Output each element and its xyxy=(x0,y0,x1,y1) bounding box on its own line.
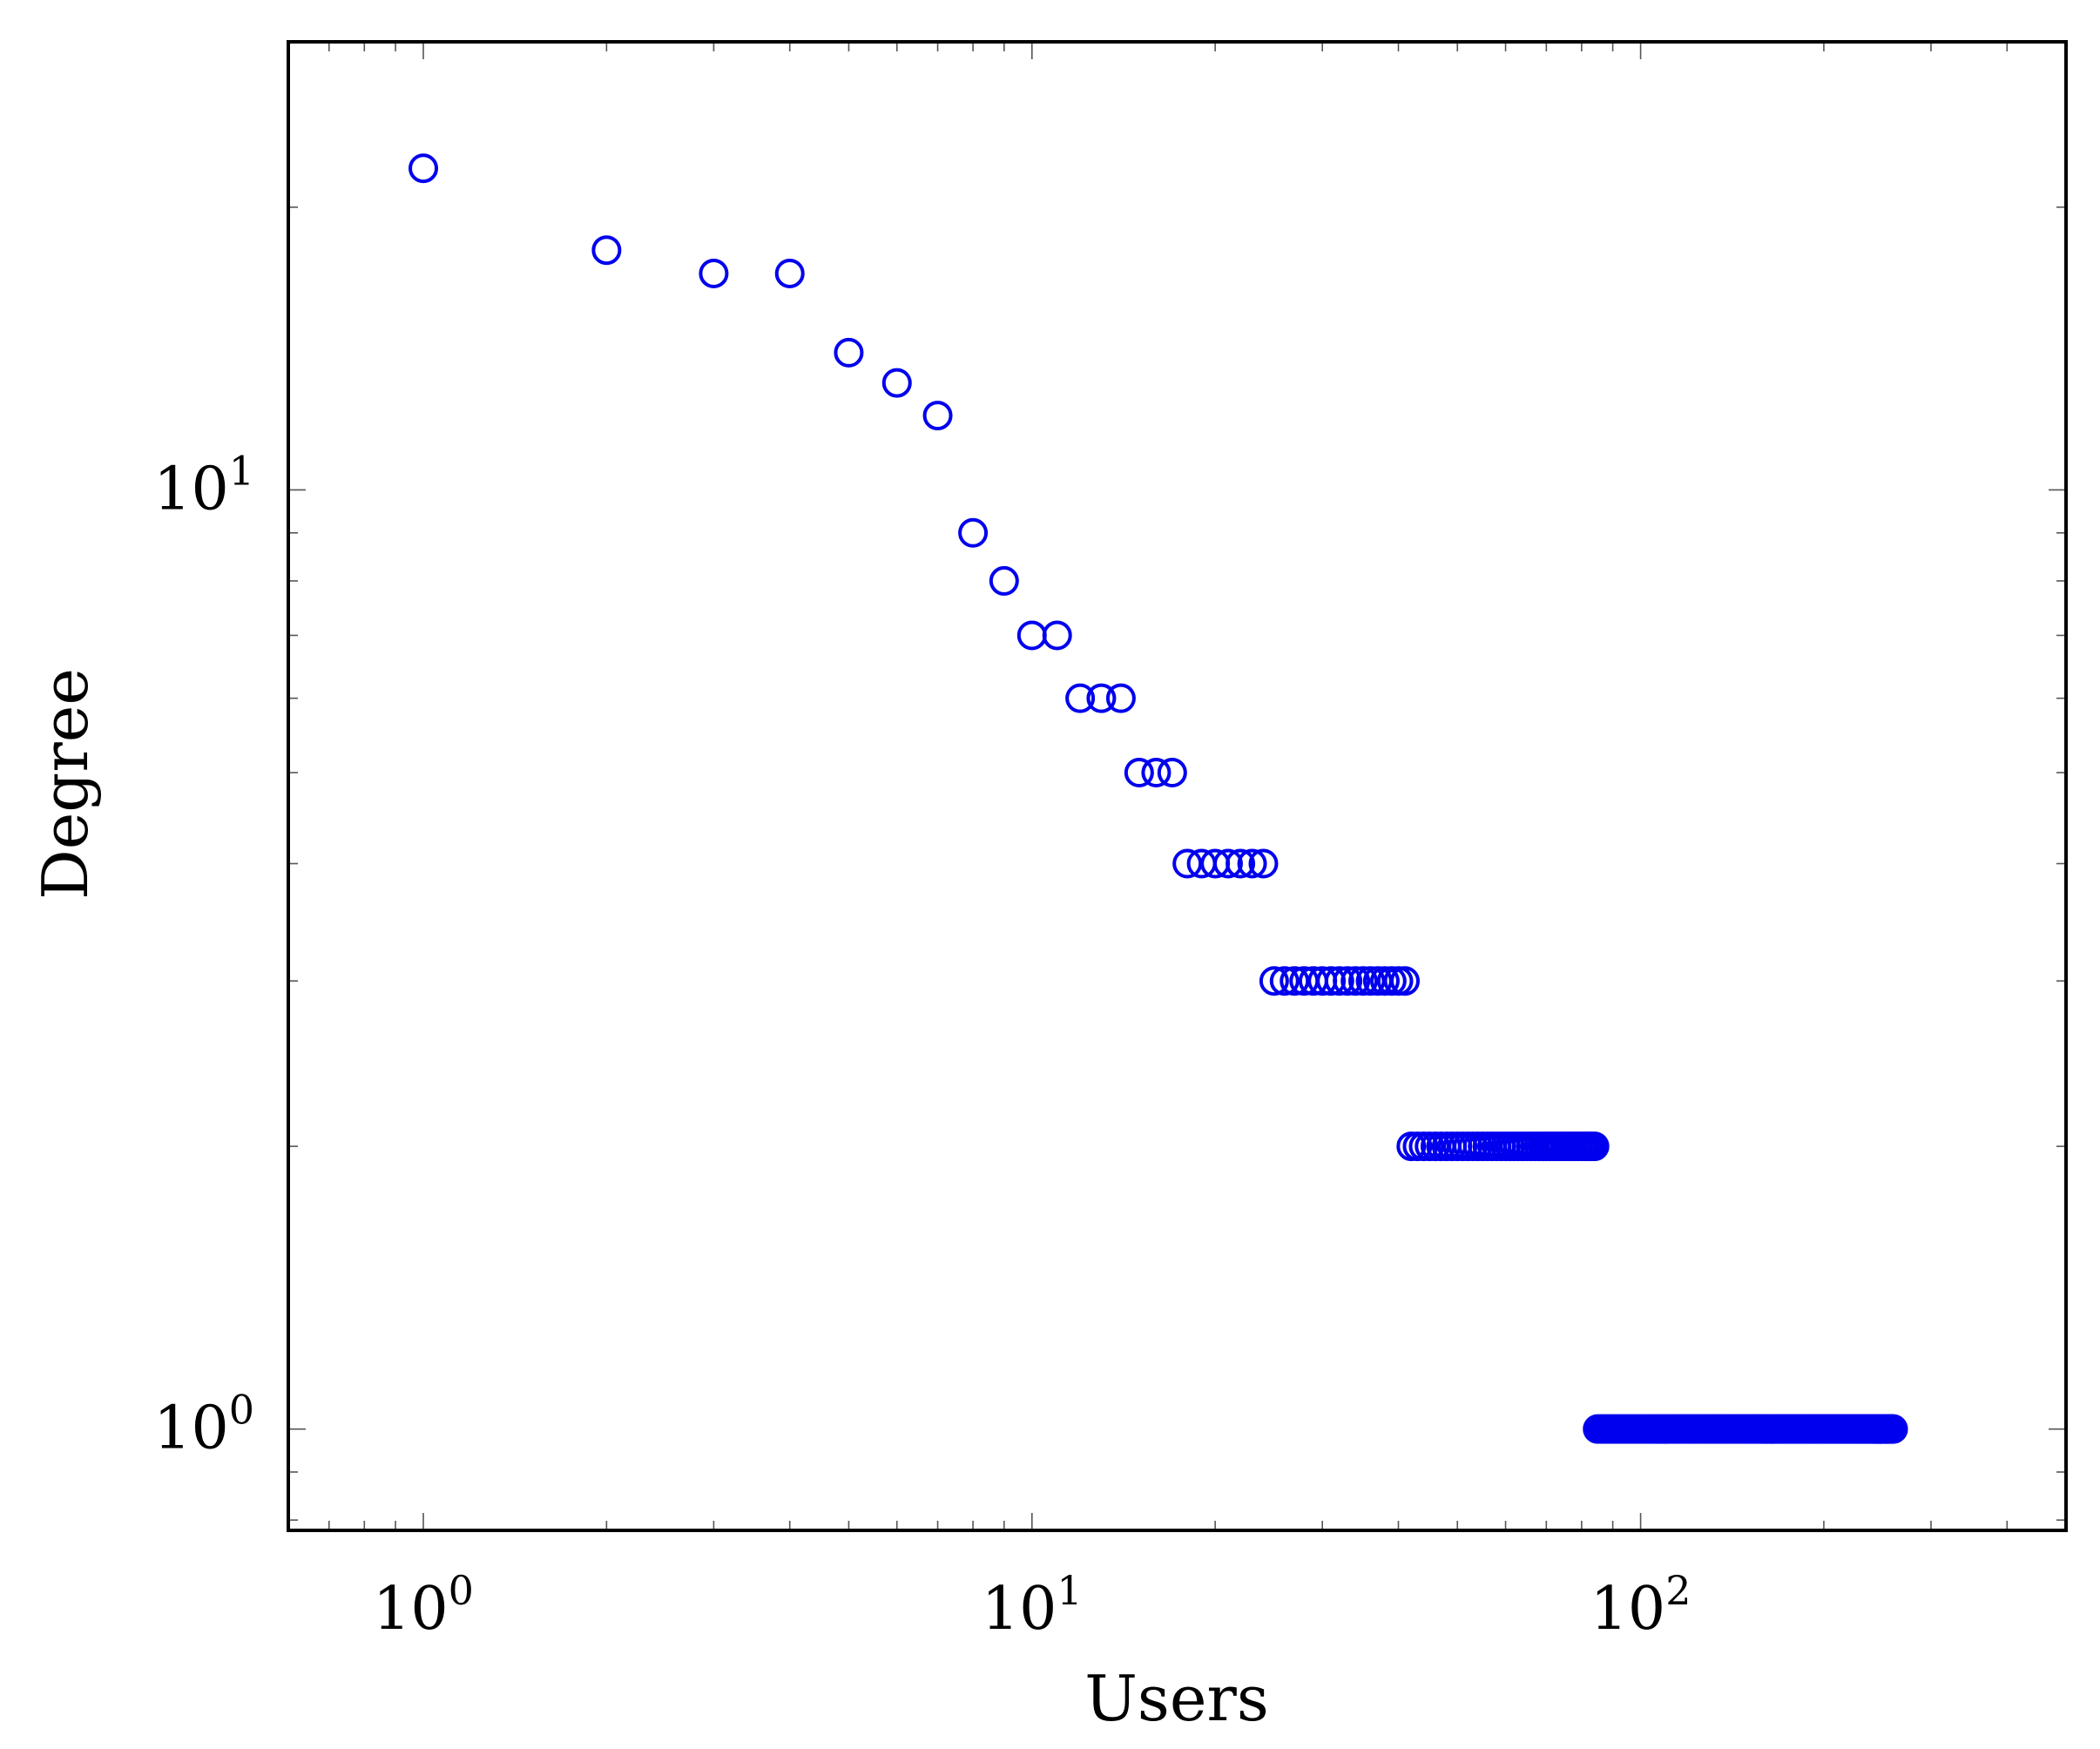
data-point xyxy=(1086,683,1117,713)
data-point xyxy=(1065,683,1096,713)
data-point xyxy=(1269,966,1300,996)
data-point xyxy=(774,258,805,288)
data-point xyxy=(591,235,622,266)
y-axis-label: Degree xyxy=(29,668,102,900)
x-tick-label: 100 xyxy=(373,1567,474,1644)
data-point xyxy=(989,565,1019,596)
x-axis-label: Users xyxy=(1084,1662,1269,1735)
data-point xyxy=(1226,848,1256,879)
data-point xyxy=(1389,966,1420,996)
data-point xyxy=(958,517,989,548)
data-point xyxy=(1157,758,1187,788)
data-point xyxy=(1124,758,1154,788)
x-tick-labels: 100 101 102 xyxy=(373,1567,1691,1644)
data-point xyxy=(699,258,729,288)
x-tick-label: 101 xyxy=(982,1567,1083,1644)
data-point xyxy=(922,401,953,431)
data-point xyxy=(1347,966,1378,996)
data-point xyxy=(1579,1131,1610,1162)
data-point xyxy=(1333,966,1363,996)
data-point xyxy=(1042,620,1072,651)
data-point xyxy=(1105,683,1136,713)
data-point xyxy=(1237,848,1267,879)
y-tick-label: 101 xyxy=(153,447,254,523)
data-point xyxy=(834,337,864,368)
data-point xyxy=(1878,1414,1908,1444)
data-point xyxy=(881,368,912,398)
data-point xyxy=(1324,966,1354,996)
data-point xyxy=(1141,758,1172,788)
plot-frame xyxy=(287,40,2068,1532)
data-point xyxy=(1016,620,1047,651)
data-point xyxy=(1340,966,1371,996)
data-point xyxy=(1259,966,1289,996)
data-point xyxy=(1212,848,1243,879)
data-point xyxy=(1248,848,1279,879)
data-point xyxy=(409,153,439,184)
x-tick-label: 102 xyxy=(1590,1567,1691,1644)
y-tick-label: 100 xyxy=(153,1387,254,1463)
y-tick-labels: 100 101 xyxy=(153,447,254,1462)
data-points xyxy=(409,153,1908,1444)
